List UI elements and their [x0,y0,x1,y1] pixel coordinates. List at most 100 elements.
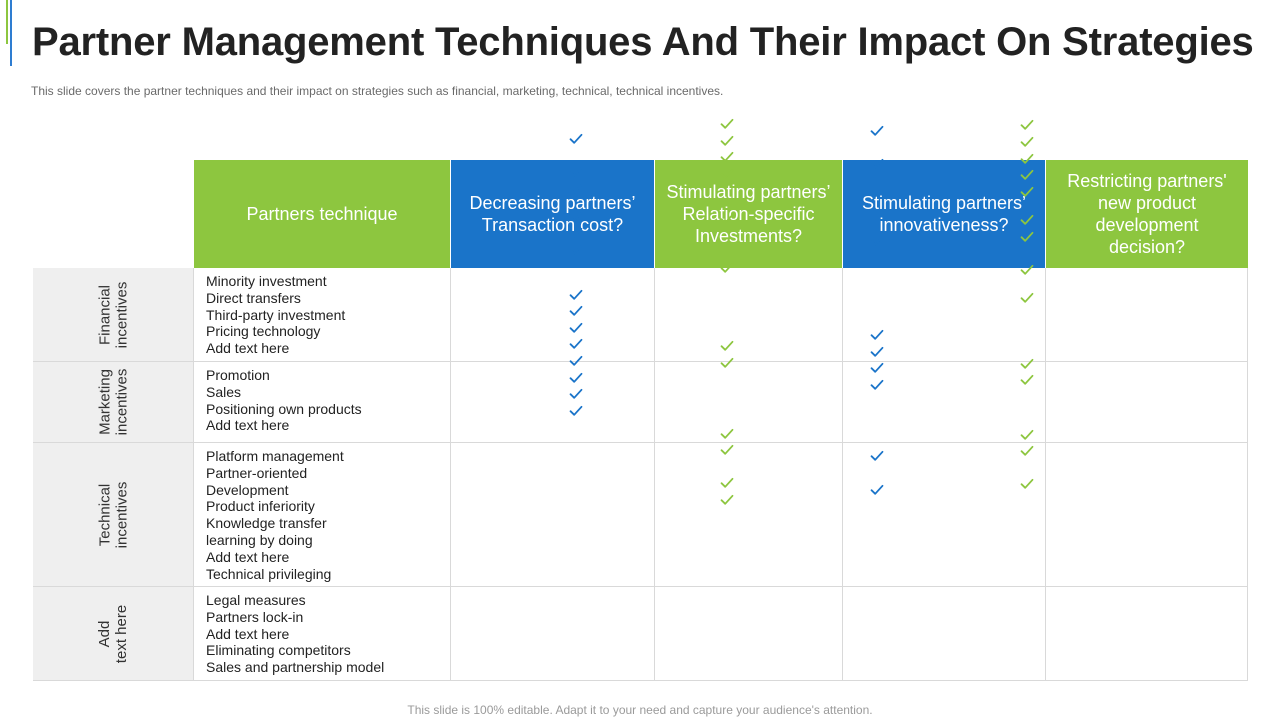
check-icon [569,322,583,334]
list-item: Third-party investment [206,306,346,323]
check-icon [1020,186,1034,198]
cell-other-innovativeness [842,429,1045,681]
page-subtitle: This slide covers the partner techniques… [31,84,724,98]
check-icon [720,262,734,274]
check-icon [569,338,583,350]
cell-technical-product-decision [1045,443,1248,587]
check-icon [569,388,583,400]
check-icon [870,379,884,391]
check-icon [1020,445,1034,457]
row-header-label: Technical incentives [95,481,130,548]
check-icon [569,244,583,256]
cell-financial-transaction-cost [450,133,654,362]
list-item: Sales [206,383,242,400]
technique-list-technical: Platform management Partner-oriented Dev… [193,443,450,587]
check-icon [870,125,884,137]
list-item: Platform management [206,448,344,464]
cell-other-relation-investments [654,428,842,681]
list-item: Promotion [206,367,270,383]
check-icon [569,211,583,223]
check-icon [870,450,884,462]
check-icon [720,340,734,352]
table-corner [33,160,193,268]
check-icon [569,372,583,384]
list-item: Knowledge transfer [206,515,327,532]
list-item: Partner-oriented [206,464,308,481]
check-icon [1020,136,1034,148]
list-item: Partners lock-in [206,608,304,625]
partner-techniques-table: Partners technique Decreasing partners’ … [33,118,1248,681]
list-item: Legal measures [206,592,306,608]
check-icon [1020,231,1034,243]
accent-bar-green [6,0,8,44]
header-innovativeness: Stimulating partners’ innovativeness? [842,160,1045,268]
check-icon [720,213,734,225]
row-header-financial: Financial incentives [33,268,193,362]
header-partners-technique: Partners technique [193,160,450,268]
check-icon [1020,374,1034,386]
check-icon [870,484,884,496]
check-icon [569,183,583,195]
check-icon [720,168,734,180]
row-header-label: Financial incentives [95,281,130,348]
check-icon [569,355,583,367]
list-item: learning by doing [206,531,313,548]
list-item: Add text here [206,417,290,434]
check-icon [720,428,734,440]
check-icon [1020,119,1034,131]
check-icon [1020,358,1034,370]
accent-bar-blue [10,0,12,66]
list-item: Eliminating competitors [206,642,351,659]
list-item: Direct transfers [206,289,301,306]
footer-note: This slide is 100% editable. Adapt it to… [407,703,873,717]
cell-marketing-product-decision [1045,362,1248,443]
row-header-marketing: Marketing incentives [33,362,193,443]
check-icon [1020,264,1034,276]
check-icon [720,151,734,163]
check-icon [720,357,734,369]
check-icon [1020,292,1034,304]
cell-financial-relation-investments [654,118,842,362]
check-icon [1020,429,1034,441]
list-item: Sales and partnership model [206,659,385,676]
check-icon [720,118,734,130]
check-icon [870,329,884,341]
check-icon [870,158,884,170]
row-header-label: Marketing incentives [95,368,130,436]
check-icon [1020,169,1034,181]
cell-other-product-decision [1045,587,1248,681]
check-icon [569,133,583,145]
cell-financial-innovativeness [842,119,1045,362]
check-icon [569,227,583,239]
cell-technical-innovativeness [842,292,1045,587]
header-relation-investments: Stimulating partners’ Relation-specific … [654,160,842,268]
cell-financial-product-decision [1045,268,1248,362]
check-icon [870,346,884,358]
cell-technical-relation-investments [654,340,842,587]
row-header-technical: Technical incentives [33,443,193,587]
check-icon [720,135,734,147]
list-item: Add text here [206,625,290,642]
check-icon [720,444,734,456]
cell-marketing-innovativeness [842,214,1045,443]
technique-list-other: Legal measures Partners lock-in Add text… [193,587,450,681]
cell-marketing-relation-investments [654,213,842,443]
header-transaction-cost: Decreasing partners’ Transaction cost? [450,160,654,268]
check-icon [1020,478,1034,490]
check-icon [1020,153,1034,165]
row-header-add-text: Add text here [33,587,193,681]
list-item: Add text here [206,548,290,565]
list-item: Technical privileging [206,565,332,582]
header-product-decision: Restricting partners' new product develo… [1045,160,1248,268]
check-icon [720,477,734,489]
cell-other-transaction-cost [450,587,654,681]
check-icon [569,289,583,301]
check-icon [720,494,734,506]
check-icon [569,166,583,178]
cell-technical-transaction-cost [450,289,654,587]
check-icon [1020,214,1034,226]
list-item: Add text here [206,340,290,357]
check-icon [569,405,583,417]
check-icon [870,235,884,247]
list-item: Pricing technology [206,323,321,340]
